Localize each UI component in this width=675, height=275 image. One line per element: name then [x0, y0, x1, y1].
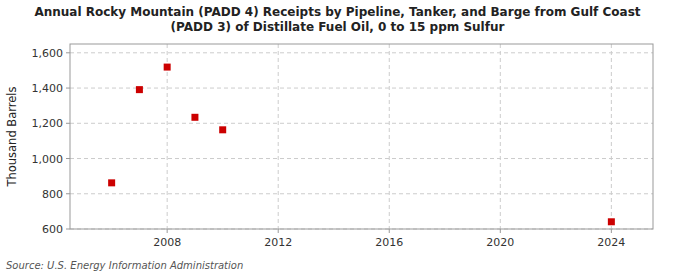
tick-label: 1,400: [32, 82, 64, 95]
tick: [278, 229, 279, 233]
tick-label: 2016: [375, 236, 403, 249]
tick-label: 2020: [486, 236, 514, 249]
point: [136, 86, 143, 93]
grid-line: [611, 44, 612, 229]
point: [164, 64, 171, 71]
tick: [389, 229, 390, 233]
tick: [66, 52, 70, 53]
tick-label: 2012: [264, 236, 292, 249]
grid-line: [70, 193, 653, 194]
point: [108, 179, 115, 186]
tick-label: 800: [42, 188, 63, 201]
y-axis-label: Thousand Barrels: [5, 86, 19, 187]
grid-line: [389, 44, 390, 229]
tick-label: 1,200: [32, 117, 64, 130]
point: [219, 126, 226, 133]
tick: [66, 229, 70, 230]
tick-label: 600: [42, 223, 63, 236]
grid-line: [70, 123, 653, 124]
grid-line: [500, 44, 501, 229]
points: [108, 64, 615, 226]
tick: [500, 229, 501, 233]
grid-line: [70, 52, 653, 53]
tick: [66, 88, 70, 89]
x-axis: 2008 2012 2016 2020 2024: [153, 229, 625, 249]
grid: [70, 44, 653, 229]
point: [608, 218, 615, 225]
tick-label: 2008: [153, 236, 181, 249]
chart: Annual Rocky Mountain (PADD 4) Receipts …: [0, 0, 675, 275]
y-axis: 600 800 1,000 1,200 1,400 1,600: [32, 47, 71, 236]
title: Annual Rocky Mountain (PADD 4) Receipts …: [34, 5, 640, 34]
tick: [66, 123, 70, 124]
grid-line: [167, 44, 168, 229]
annotation: Source: U.S. Energy Information Administ…: [6, 260, 243, 271]
point: [191, 114, 198, 121]
tick: [167, 229, 168, 233]
plot-frame: [70, 44, 653, 229]
grid-line: [70, 158, 653, 159]
tick: [66, 158, 70, 159]
grid-line: [278, 44, 279, 229]
tick-label: 2024: [597, 236, 625, 249]
tick-label: 1,000: [32, 153, 64, 166]
grid-line: [70, 88, 653, 89]
tick: [66, 193, 70, 194]
tick: [611, 229, 612, 233]
tick-label: 1,600: [32, 47, 64, 60]
